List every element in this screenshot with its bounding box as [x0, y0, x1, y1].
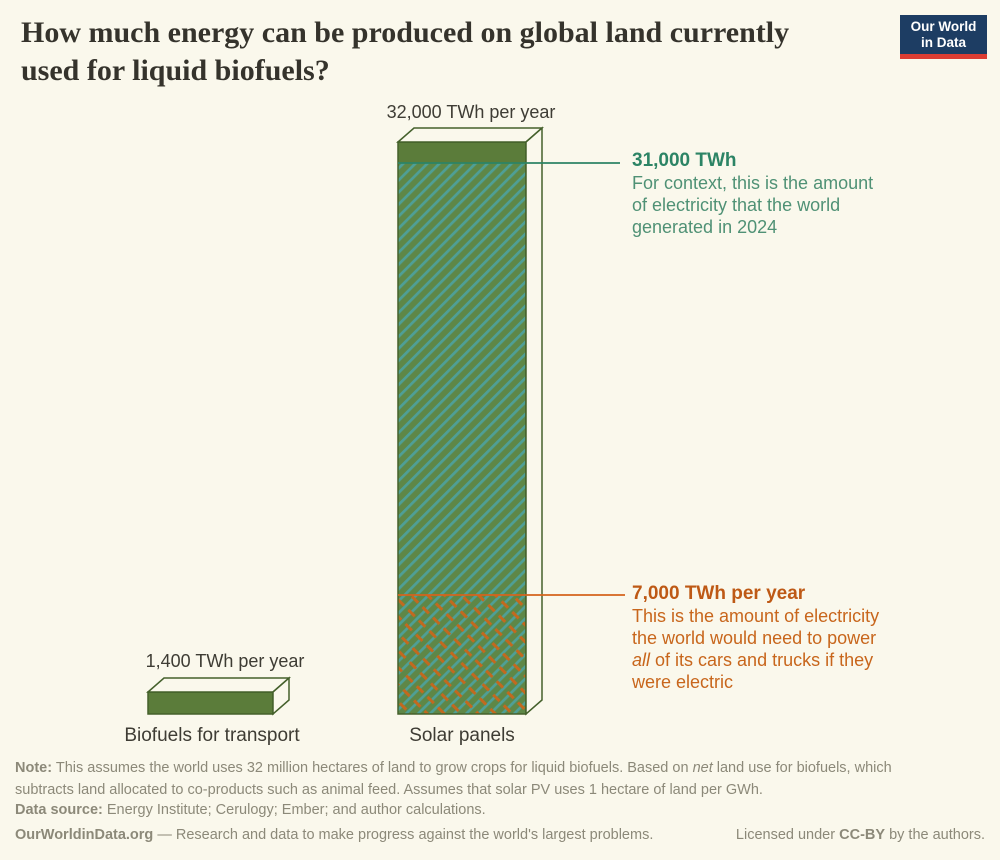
annotation-cars-line4: were electric — [632, 672, 734, 692]
solar-bar-side-face — [525, 126, 543, 716]
bar-chart-graphic — [146, 126, 625, 716]
solar-bar-top-face — [396, 127, 544, 143]
solar-bar — [396, 126, 544, 716]
footer-note-label: Note: — [15, 760, 53, 776]
annotation-cars-line1: This is the amount of electricity — [632, 606, 880, 626]
annotation-cars-trucks: 7,000 TWh per year This is the amount of… — [632, 583, 879, 693]
footer-note-text-a: This assumes the world uses 32 million h… — [55, 760, 689, 776]
footer-site-tagline: OurWorldinData.org — Research and data t… — [15, 825, 653, 847]
footer-license: Licensed under CC-BY by the authors. — [736, 825, 985, 847]
annotation-cars-line3: all of its cars and trucks if they — [632, 649, 879, 671]
title-line-1: How much energy can be produced on globa… — [21, 16, 790, 49]
annotation-cars-line3-italic: all — [632, 650, 651, 670]
solar-bar-cross-hatch-orange — [398, 595, 526, 714]
annotation-electricity-2024: 31,000 TWh For context, this is the amou… — [632, 150, 873, 238]
annotation-cars-heading: 7,000 TWh per year — [632, 583, 806, 604]
footer-source: Data source: Energy Institute; Cerulogy;… — [15, 800, 985, 822]
solar-bar-solid-band — [398, 142, 526, 163]
annotation-cars-line2: the world would need to power — [632, 628, 877, 648]
owid-logo: Our World in Data — [900, 15, 987, 59]
footer-bottom-row: OurWorldinData.org — Research and data t… — [15, 825, 985, 847]
solar-bar-teal-hatch — [398, 163, 526, 595]
footer-note-text-italic: net — [692, 760, 713, 776]
footer-source-text: Energy Institute; Cerulogy; Ember; and a… — [106, 802, 486, 818]
biofuel-value-label: 1,400 TWh per year — [145, 651, 305, 671]
biofuel-bar-front — [148, 692, 273, 714]
axis-label-solar: Solar panels — [409, 725, 515, 746]
annotation-electricity-heading: 31,000 TWh — [632, 150, 737, 171]
footer-license-post: by the authors. — [889, 827, 985, 843]
footer-license-pre: Licensed under — [735, 827, 836, 843]
owid-logo-line2: in Data — [920, 35, 966, 50]
page-title: How much energy can be produced on globa… — [21, 14, 881, 90]
footer-site-link[interactable]: OurWorldinData.org — [15, 827, 154, 843]
footer-note-text-c: land use for biofuels, which — [716, 760, 892, 776]
footer-note-line2: subtracts land allocated to co-products … — [15, 781, 763, 798]
annotation-electricity-line2: of electricity that the world — [632, 195, 841, 215]
biofuel-bar-side-face — [272, 676, 290, 716]
owid-logo-line1: Our World — [910, 19, 977, 34]
biofuel-bar — [146, 676, 291, 716]
footer-source-label: Data source: — [15, 802, 103, 818]
footer-tagline: — Research and data to make progress aga… — [157, 827, 654, 843]
footer-note: Note: This assumes the world uses 32 mil… — [15, 758, 985, 801]
title-line-2: used for liquid biofuels? — [21, 54, 330, 87]
biofuel-bar-top-face — [146, 677, 291, 693]
axis-label-biofuels: Biofuels for transport — [124, 725, 300, 746]
footer-note-line1: Note: This assumes the world uses 32 mil… — [15, 758, 985, 780]
annotation-electricity-line1: For context, this is the amount — [632, 173, 874, 193]
annotation-cars-line3-rest: of its cars and trucks if they — [655, 650, 874, 670]
footer-license-ccby[interactable]: CC-BY — [839, 827, 886, 843]
annotation-electricity-line3: generated in 2024 — [632, 217, 778, 237]
solar-value-label: 32,000 TWh per year — [386, 102, 556, 122]
